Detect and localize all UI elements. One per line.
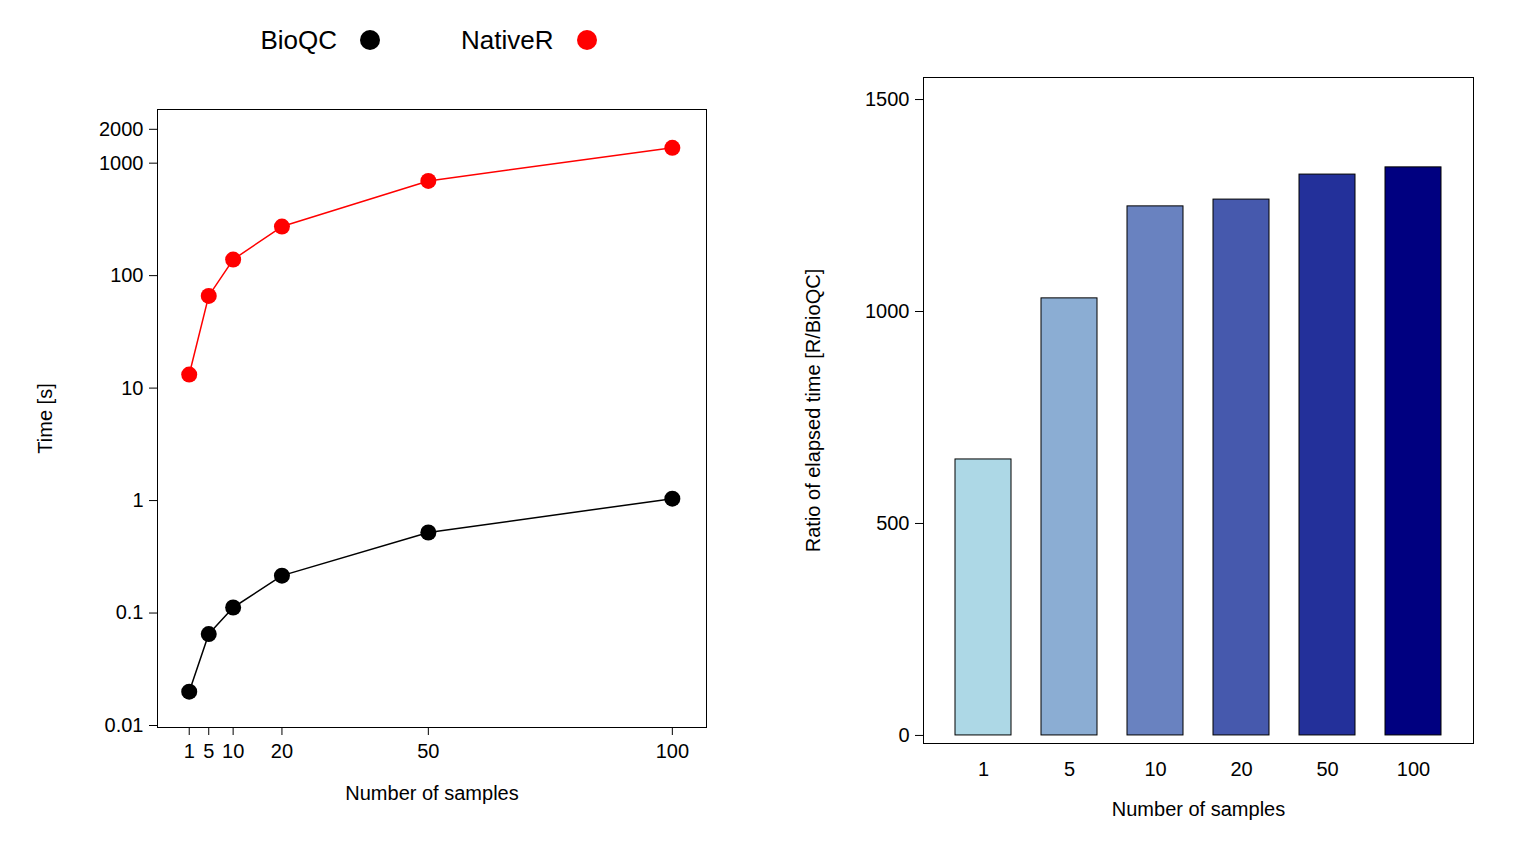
- svg-text:1500: 1500: [865, 88, 910, 110]
- svg-text:0.1: 0.1: [116, 601, 144, 623]
- svg-text:100: 100: [110, 264, 143, 286]
- svg-text:50: 50: [417, 740, 439, 762]
- svg-text:50: 50: [1316, 758, 1338, 780]
- svg-text:10: 10: [1144, 758, 1166, 780]
- svg-text:500: 500: [876, 512, 909, 534]
- svg-text:1000: 1000: [865, 300, 910, 322]
- svg-text:5: 5: [1064, 758, 1075, 780]
- html-text:BioQC: BioQC: [260, 24, 337, 55]
- svg-text:20: 20: [1230, 758, 1252, 780]
- svg-text:20: 20: [271, 740, 293, 762]
- svg-text:Number of samples: Number of samples: [345, 782, 518, 804]
- svg-text:Ratio of elapsed time [R/BioQC: Ratio of elapsed time [R/BioQC]: [802, 269, 824, 552]
- svg-text:0.01: 0.01: [105, 714, 144, 736]
- svg-text:5: 5: [203, 740, 214, 762]
- svg-text:1: 1: [184, 740, 195, 762]
- html-text:NativeR: NativeR: [461, 24, 554, 55]
- svg-text:1: 1: [132, 489, 143, 511]
- svg-text:Number of samples: Number of samples: [1112, 798, 1285, 820]
- svg-text:100: 100: [1397, 758, 1430, 780]
- svg-text:1: 1: [978, 758, 989, 780]
- svg-text:1000: 1000: [99, 152, 144, 174]
- svg-text:10: 10: [121, 376, 143, 398]
- svg-text:Time [s]: Time [s]: [34, 383, 56, 453]
- svg-text:0: 0: [898, 724, 909, 746]
- svg-text:100: 100: [656, 740, 689, 762]
- svg-text:2000: 2000: [99, 118, 144, 140]
- svg-text:10: 10: [222, 740, 244, 762]
